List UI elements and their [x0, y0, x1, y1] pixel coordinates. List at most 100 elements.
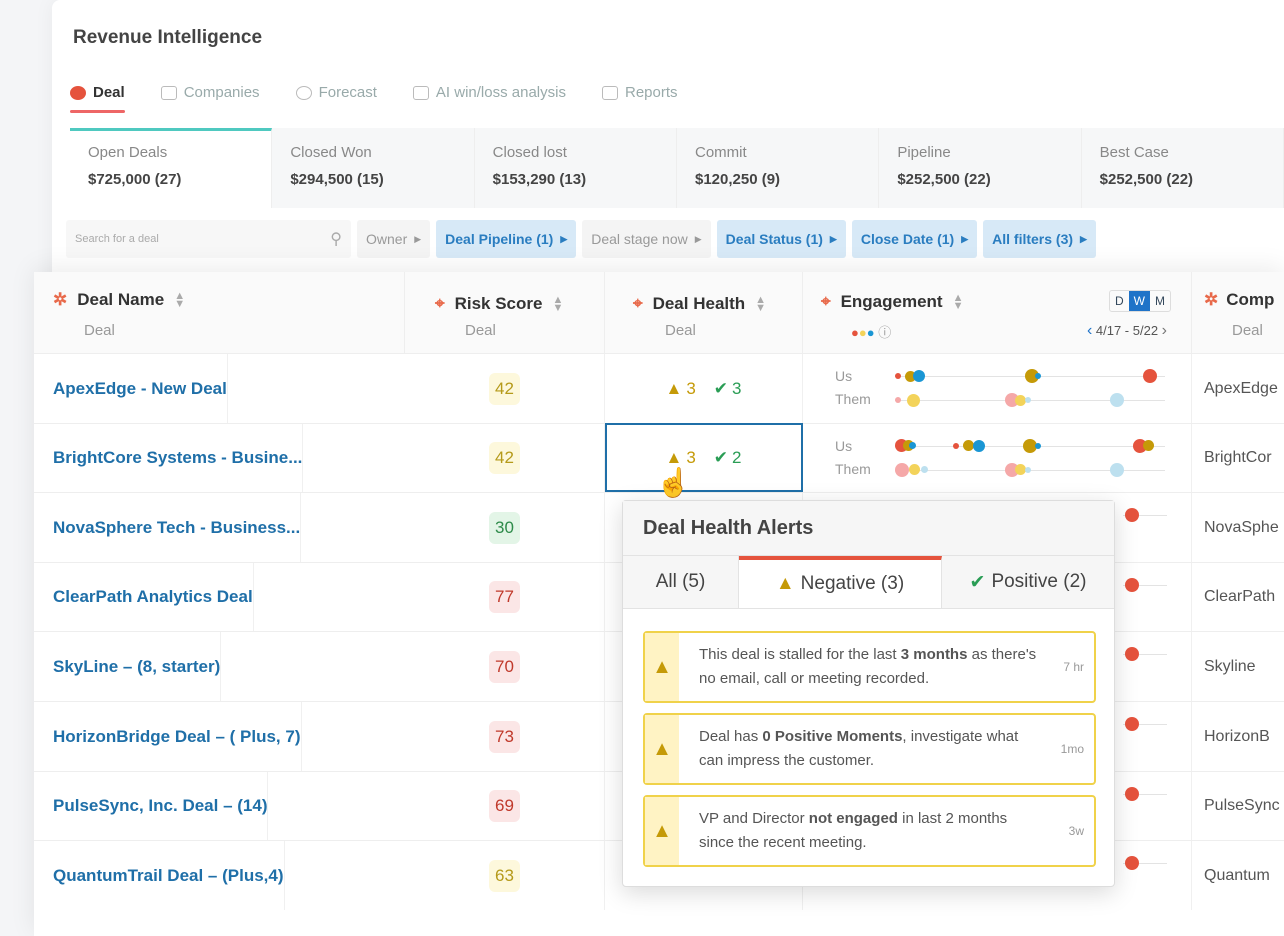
period-d[interactable]: D [1115, 294, 1124, 308]
summary-card[interactable]: Best Case $252,500 (22) [1081, 128, 1284, 208]
engagement-dot[interactable] [1025, 397, 1031, 403]
tab-ai-win-loss[interactable]: AI win/loss analysis [412, 84, 566, 111]
col-risk-score[interactable]: ⌖ Risk Score ▲ ▼ Deal [405, 272, 605, 353]
engagement-dot[interactable] [1025, 466, 1031, 473]
filter-button[interactable]: All filters (3) ▶ [983, 220, 1096, 258]
risk-score-badge: 69 [489, 790, 520, 823]
engagement-dot[interactable] [1125, 647, 1139, 662]
tab-all[interactable]: All (5) [623, 556, 739, 608]
engagement-dot[interactable] [1125, 786, 1139, 801]
table-row[interactable]: BrightCore Systems - Busine... 42 ▲ 3 ✔ 2 U… [34, 422, 1284, 493]
warning-icon: ▲ [645, 633, 679, 701]
summary-card[interactable]: Closed Won $294,500 (15) [272, 128, 475, 208]
engagement-icon: ⌖ [633, 294, 643, 313]
engagement-dot[interactable] [913, 370, 925, 382]
engagement-dot[interactable] [1125, 508, 1139, 523]
engagement-dot[interactable] [895, 373, 901, 379]
deal-name-link[interactable]: ApexEdge - New Deal [53, 354, 228, 423]
sort-icon[interactable]: ▲ ▼ [552, 294, 564, 314]
date-range-text: 4/17 - 5/22 [1095, 323, 1159, 338]
deal-name-link[interactable]: ClearPath Analytics Deal [53, 562, 254, 632]
table-row[interactable]: NovaSphere Tech - Business... 30 NovaSph… [34, 492, 1284, 563]
engagement-dot[interactable] [907, 393, 920, 407]
engagement-dot[interactable] [1023, 438, 1037, 453]
warning-icon: ▲ [775, 573, 795, 594]
engagement-dot[interactable] [921, 466, 928, 474]
period-m[interactable]: M [1155, 294, 1165, 308]
engagement-dot[interactable] [903, 440, 914, 452]
deal-name-link[interactable]: QuantumTrail Deal – (Plus,4) [53, 841, 285, 911]
card-value: $252,500 (22) [1099, 171, 1194, 188]
tab-label: Forecast [318, 84, 377, 101]
deal-name-link[interactable]: PulseSync, Inc. Deal – (14) [53, 771, 269, 841]
alert-time: 1mo [1060, 742, 1084, 756]
sort-icon[interactable]: ▲ ▼ [174, 290, 186, 310]
engagement-dot[interactable] [1110, 462, 1124, 477]
filter-button[interactable]: Deal stage now ▶ [582, 220, 711, 258]
engagement-dot[interactable] [1015, 464, 1026, 476]
next-icon[interactable]: › [1161, 322, 1167, 339]
engagement-dot[interactable] [1143, 369, 1157, 383]
risk-score-cell: 77 [405, 562, 605, 632]
caret-right-icon: ▶ [694, 233, 702, 244]
engagement-dot[interactable] [1035, 373, 1041, 379]
risk-score-cell: 42 [405, 423, 605, 493]
filter-button[interactable]: Deal Status (1) ▶ [716, 220, 846, 258]
col-company[interactable]: ✲ Comp Deal [1192, 272, 1284, 353]
tab-positive[interactable]: ✔ Positive (2) [942, 556, 1114, 608]
engagement-cell [803, 632, 1192, 702]
popup-title: Deal Health Alerts [623, 501, 1114, 556]
tab-forecast[interactable]: Forecast [295, 84, 377, 111]
col-sub: Deal [1232, 322, 1263, 339]
tab-negative[interactable]: ▲ Negative (3) [739, 556, 942, 608]
engagement-dot[interactable] [1125, 577, 1139, 592]
col-deal-health[interactable]: ⌖ Deal Health ▲ ▼ Deal [605, 272, 803, 353]
chart-icon [601, 85, 618, 100]
engagement-dot[interactable] [953, 442, 959, 449]
engagement-dot[interactable] [1015, 394, 1026, 406]
engagement-dot[interactable] [973, 439, 985, 452]
engagement-dot[interactable] [905, 370, 916, 382]
tab-companies[interactable]: Companies [160, 84, 260, 111]
table-row[interactable]: ApexEdge - New Deal 42 ▲ 3 ✔ 3 Us Them ApexE… [34, 353, 1284, 423]
deal-name-link[interactable]: NovaSphere Tech - Business... [53, 493, 302, 563]
tab-deal[interactable]: Deal [70, 84, 125, 113]
deal-name-link[interactable]: BrightCore Systems - Busine... [53, 423, 304, 493]
summary-card[interactable]: Commit $120,250 (9) [676, 128, 880, 208]
engagement-dot[interactable] [1125, 856, 1139, 871]
engagement-dot[interactable] [909, 464, 920, 476]
engagement-dot[interactable] [1025, 369, 1039, 383]
filter-button[interactable]: Close Date (1) ▶ [851, 220, 978, 258]
deal-health-cell[interactable]: ▲ 3 ✔ 3 [605, 354, 803, 423]
engagement-dot[interactable] [895, 462, 909, 477]
filter-button[interactable]: Deal Pipeline (1) ▶ [436, 220, 577, 258]
engagement-dot[interactable] [895, 397, 901, 403]
col-deal-name[interactable]: ✲ Deal Name ▲ ▼ Deal [34, 272, 405, 353]
sort-icon[interactable]: ▲ ▼ [952, 292, 964, 312]
engagement-dot[interactable] [963, 440, 974, 452]
engagement-dot[interactable] [1035, 442, 1041, 449]
engagement-dot[interactable] [1110, 393, 1124, 407]
engagement-dot[interactable] [1125, 717, 1139, 731]
us-timeline [1123, 654, 1167, 656]
prev-icon[interactable]: ‹ [1086, 322, 1093, 339]
sort-icon[interactable]: ▲ ▼ [755, 294, 767, 314]
building-icon [160, 85, 177, 100]
summary-card[interactable]: Open Deals $725,000 (27) [70, 128, 273, 208]
filter-button[interactable]: Owner ▶ [357, 220, 431, 258]
summary-card[interactable]: Closed lost $153,290 (13) [474, 128, 677, 208]
main-tabs: Deal Companies Forecast AI win/loss anal… [70, 84, 678, 113]
period-w[interactable]: W [1128, 291, 1150, 311]
summary-card[interactable]: Pipeline $252,500 (22) [879, 128, 1082, 208]
deal-name-link[interactable]: SkyLine – (8, starter) [53, 632, 222, 702]
us-timeline [1123, 584, 1167, 586]
engagement-cell [803, 493, 1192, 563]
deal-name-link[interactable]: HorizonBridge Deal – ( Plus, 7) [53, 702, 302, 771]
engagement-dot[interactable] [909, 442, 916, 450]
tab-reports[interactable]: Reports [601, 84, 678, 111]
engagement-dot[interactable] [1143, 440, 1154, 452]
search-input[interactable]: Search for a deal ⚲ [66, 220, 351, 258]
help-icon[interactable]: ⓘ [878, 325, 892, 340]
